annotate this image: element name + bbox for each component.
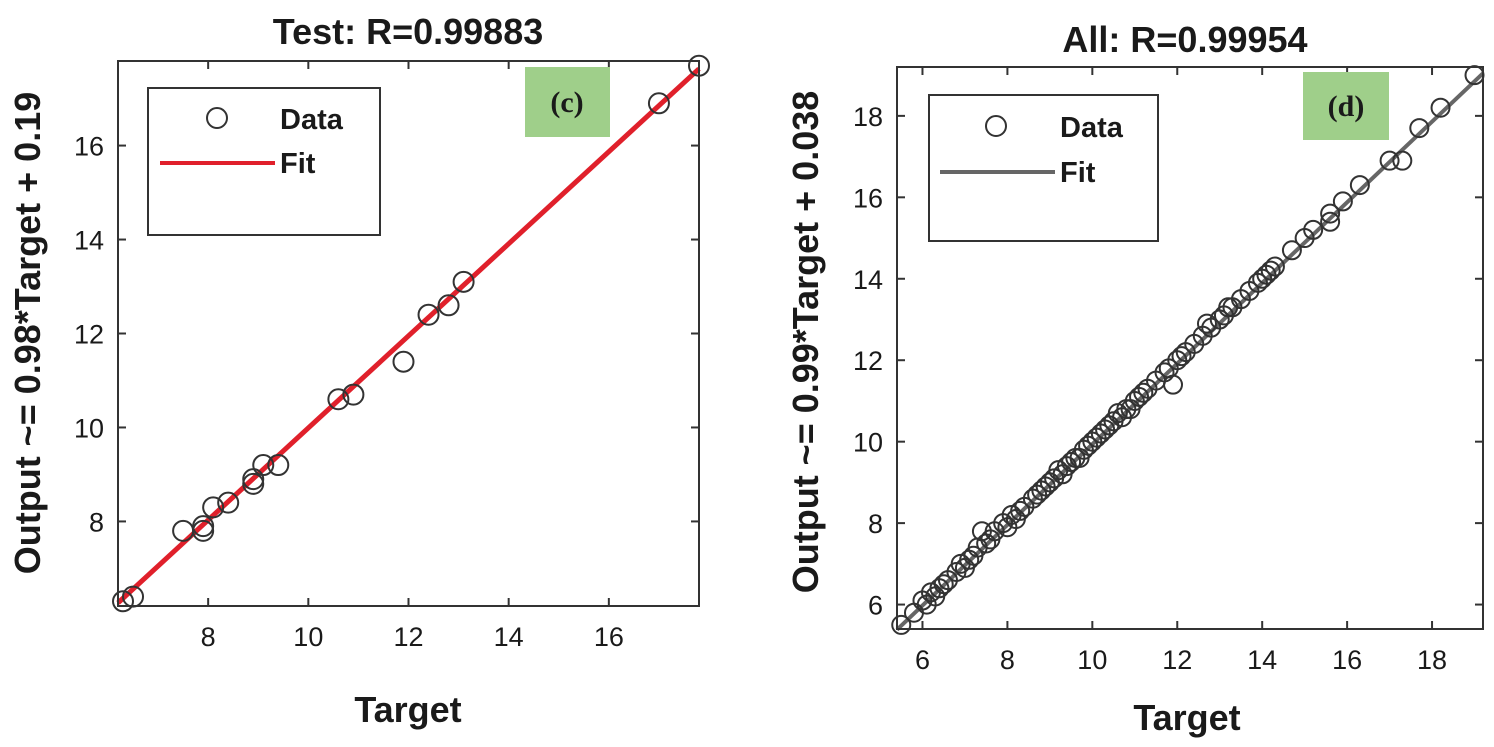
panel-c-title: Test: R=0.99883 — [273, 11, 544, 52]
panel-c-y-tick-label: 10 — [74, 413, 104, 443]
panel-d-plot-frame — [896, 66, 1484, 630]
panel-d-data-point — [1320, 211, 1341, 232]
panel-d-data-point — [1430, 97, 1451, 118]
panel-c-data-point — [267, 454, 290, 477]
panel-c-legend-data-marker — [206, 107, 228, 129]
panel-c-data-point — [217, 491, 240, 514]
panel-d-data-point — [1171, 346, 1192, 367]
panel-c-y-ticks: 8 10 12 14 16 — [74, 132, 699, 537]
panel-c-data-point — [172, 519, 195, 542]
panel-d-tag-label: (d) — [1328, 90, 1365, 123]
panel-d-data-point — [1196, 313, 1217, 334]
panel-d-legend-fit-label: Fit — [1060, 157, 1096, 189]
panel-d-y-axis-label: Output ~= 0.99*Target + 0.038 — [785, 91, 826, 594]
panel-d-data-point — [1010, 500, 1031, 521]
panel-d-x-ticks: 6 8 10 12 14 16 18 — [915, 67, 1447, 675]
panel-c-data-point — [242, 472, 265, 495]
panel-c-x-tick-label: 12 — [393, 622, 423, 652]
panel-d-y-tick-label: 14 — [853, 265, 883, 295]
panel-c-data-point — [202, 496, 225, 519]
panel-c-legend-fit-label: Fit — [280, 148, 316, 180]
panel-c-fit-line — [116, 66, 701, 605]
panel-d-data-point — [1260, 260, 1281, 281]
panel-d-data-point — [1303, 219, 1324, 240]
panel-d-tag: (d) — [1303, 72, 1389, 140]
panel-d-y-tick-label: 16 — [853, 183, 883, 213]
panel-c-x-tick-label: 8 — [201, 622, 216, 652]
panel-c-tag-background — [525, 67, 610, 137]
panel-d-x-tick-label: 12 — [1162, 645, 1192, 675]
panel-c-points-layer — [112, 54, 710, 613]
panel-d-data-point — [1392, 150, 1413, 171]
panel-d-points-layer — [891, 65, 1485, 635]
panel-c-x-axis-label: Target — [354, 689, 461, 730]
panel-d-x-tick-label: 18 — [1417, 645, 1447, 675]
panel-d-data-point — [891, 614, 912, 635]
panel-d-y-tick-label: 10 — [853, 428, 883, 458]
panel-c-data-point — [192, 515, 215, 538]
panel-d-x-tick-label: 14 — [1247, 645, 1277, 675]
panel-c-test-regression: Test: R=0.99883 8 10 12 14 16 8 10 12 14 16 Targ… — [7, 11, 710, 730]
panel-d-y-tick-label: 6 — [868, 591, 883, 621]
panel-d-y-tick-label: 18 — [853, 102, 883, 132]
panel-d-all-regression: All: R=0.99954 6 8 10 12 14 16 18 6 8 10 12 14 16 18… — [785, 19, 1485, 738]
panel-c-x-tick-label: 16 — [594, 622, 624, 652]
panel-c-data-point — [392, 350, 415, 373]
panel-c-x-ticks: 8 10 12 14 16 — [201, 61, 624, 652]
panel-c-tag: (c) — [525, 67, 610, 137]
panel-d-data-point — [1332, 191, 1353, 212]
panel-c-y-axis-label: Output ~= 0.98*Target + 0.19 — [7, 92, 48, 575]
panel-c-y-tick-label: 12 — [74, 320, 104, 350]
panel-d-data-point — [1349, 175, 1370, 196]
panel-c-x-tick-label: 14 — [494, 622, 524, 652]
panel-d-x-tick-label: 10 — [1077, 645, 1107, 675]
panel-d-y-ticks: 6 8 10 12 14 16 18 — [853, 102, 1483, 621]
panel-d-y-tick-label: 8 — [868, 509, 883, 539]
panel-d-data-point — [1281, 240, 1302, 261]
panel-d-data-point — [933, 574, 954, 595]
panel-c-y-tick-label: 16 — [74, 132, 104, 162]
panel-c-data-point — [192, 519, 215, 542]
panel-c-fit-layer — [116, 66, 701, 605]
panel-c-data-point — [647, 92, 670, 115]
panel-d-title: All: R=0.99954 — [1062, 19, 1307, 60]
panel-c-tag-label: (c) — [550, 86, 583, 119]
panel-d-x-tick-label: 6 — [915, 645, 930, 675]
panel-d-legend-data-label: Data — [1060, 112, 1124, 144]
panel-d-data-point — [1409, 118, 1430, 139]
panel-d-x-tick-label: 8 — [1000, 645, 1015, 675]
panel-d-data-point — [1133, 382, 1154, 403]
panel-c-data-point — [342, 383, 365, 406]
panel-c-y-tick-label: 14 — [74, 226, 104, 256]
panel-d-data-point — [1264, 256, 1285, 277]
panel-c-data-point — [327, 388, 350, 411]
panel-d-data-point — [1320, 203, 1341, 224]
panel-c-data-point — [252, 454, 275, 477]
panel-d-legend: Data Fit — [928, 94, 1159, 242]
panel-d-y-tick-label: 12 — [853, 346, 883, 376]
panel-c-legend-data-label: Data — [280, 104, 344, 136]
panel-c-x-tick-label: 10 — [293, 622, 323, 652]
panel-d-data-point — [1379, 150, 1400, 171]
panel-d-legend-data-marker — [985, 115, 1007, 137]
panel-c-y-tick-label: 8 — [89, 507, 104, 537]
panel-c-data-point — [112, 590, 135, 613]
panel-c-data-point — [437, 294, 460, 317]
panel-d-x-tick-label: 16 — [1332, 645, 1362, 675]
panel-c-data-point — [417, 303, 440, 326]
panel-c-data-point — [452, 270, 475, 293]
panel-d-x-axis-label: Target — [1133, 697, 1240, 738]
panel-d-data-point — [1163, 374, 1184, 395]
panel-c-legend: Data Fit — [147, 87, 381, 236]
panel-d-tag-background — [1303, 72, 1389, 140]
panel-d-legend-box — [928, 94, 1159, 242]
